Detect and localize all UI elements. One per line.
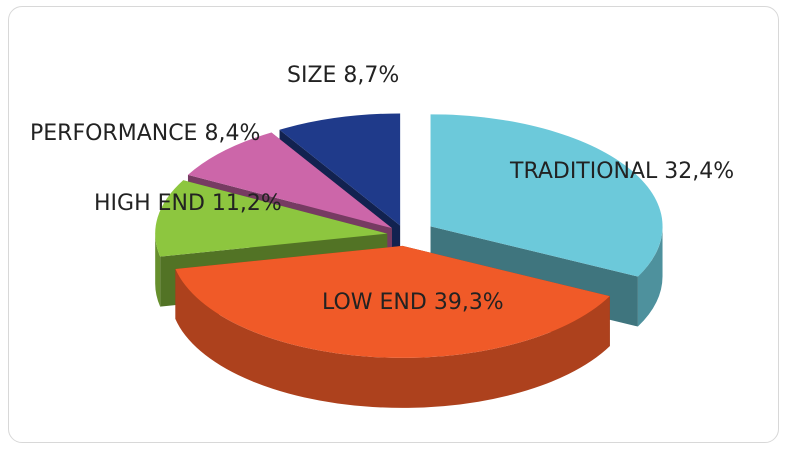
slice-rim bbox=[155, 233, 161, 307]
slice-rim bbox=[175, 268, 610, 408]
slice-top bbox=[430, 114, 663, 277]
slice-rim bbox=[637, 226, 663, 327]
slice-label-size: SIZE 8,7% bbox=[287, 63, 399, 88]
slice-label-traditional: TRADITIONAL 32,4% bbox=[509, 159, 734, 184]
slice-top bbox=[155, 180, 388, 257]
slice-top bbox=[175, 245, 610, 358]
slice-top bbox=[279, 113, 401, 226]
slice-label-performance: PERFORMANCE 8,4% bbox=[30, 121, 260, 146]
slice-top bbox=[187, 132, 392, 229]
slice-label-low-end: LOW END 39,3% bbox=[322, 290, 504, 315]
pie-slice-low-end bbox=[175, 245, 610, 408]
slice-label-high-end: HIGH END 11,2% bbox=[94, 191, 282, 216]
